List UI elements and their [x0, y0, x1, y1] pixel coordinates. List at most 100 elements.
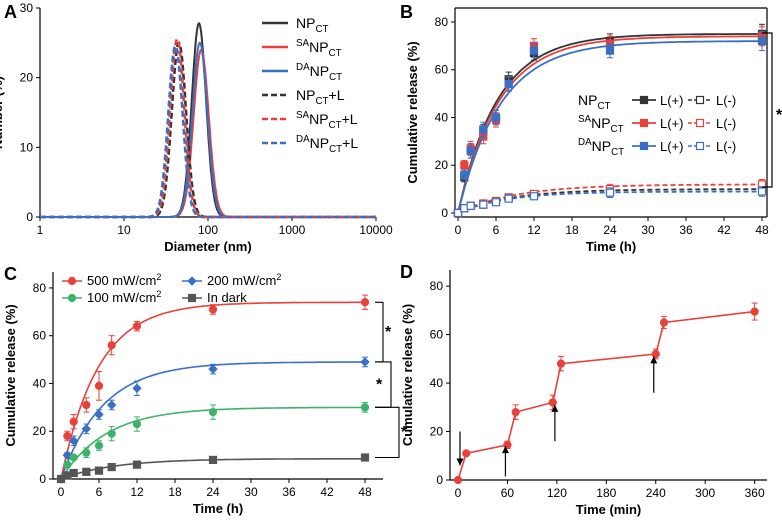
- y-tick-label: 0: [39, 472, 46, 486]
- data-point: [462, 449, 471, 458]
- x-tick-label: 12: [130, 485, 144, 499]
- legend-label: DANPCT+L: [296, 134, 358, 155]
- y-tick-label: 20: [20, 71, 34, 85]
- legend-marker: [639, 141, 649, 151]
- legend-marker: [187, 276, 197, 286]
- data-point: [651, 349, 660, 359]
- data-point: [360, 453, 370, 462]
- data-point: [132, 322, 142, 331]
- panel-label: D: [400, 262, 413, 282]
- y-tick-label: 40: [435, 110, 449, 124]
- x-tick-label: 48: [358, 485, 372, 499]
- legend-label: L(+): [660, 139, 683, 154]
- data-point: [81, 424, 92, 434]
- data-point: [548, 398, 557, 407]
- light-arrow-head: [501, 446, 509, 454]
- x-axis-label: Diameter (nm): [164, 239, 251, 254]
- data-point: [750, 307, 759, 316]
- x-axis-label: Time (min): [576, 502, 642, 517]
- x-axis-label: Time (h): [193, 501, 243, 516]
- data-point: [62, 450, 73, 460]
- y-tick-label: 0: [26, 210, 33, 224]
- x-tick-label: 1000: [279, 223, 306, 237]
- data-point: [107, 341, 116, 350]
- legend-marker: [639, 118, 649, 128]
- x-tick-label: 0: [455, 486, 462, 500]
- legend-marker: [695, 118, 705, 128]
- data-point: [94, 409, 104, 420]
- data-point: [529, 46, 539, 55]
- legend-label: L(-): [716, 116, 736, 131]
- data-point: [63, 431, 72, 441]
- y-axis-label: Cumulative release (%): [400, 304, 415, 446]
- data-point: [453, 208, 463, 218]
- y-tick-label: 40: [430, 376, 444, 390]
- x-tick-label: 10: [117, 223, 131, 237]
- x-tick-label: 6: [493, 223, 500, 237]
- data-point: [460, 161, 469, 170]
- legend-label: SANPCT: [578, 114, 624, 135]
- x-tick-label: 30: [641, 223, 655, 237]
- x-tick-label: 36: [282, 485, 296, 499]
- panel-b: 0 20 40 60 80 0 6 12 18 24 30 36 42 48 Time (h) Cumulat…: [400, 2, 782, 254]
- x-tick-label: 6: [96, 485, 103, 499]
- legend-label: In dark: [207, 290, 247, 305]
- data-point: [107, 462, 116, 472]
- significance-bracket: [375, 406, 400, 459]
- data-point: [511, 408, 520, 417]
- data-point: [69, 417, 78, 426]
- significance-star: *: [376, 376, 383, 393]
- y-tick-label: 80: [430, 279, 444, 293]
- x-tick-label: 36: [679, 223, 693, 237]
- data-point: [504, 194, 513, 203]
- data-point: [453, 475, 463, 485]
- x-tick-label: 60: [501, 486, 515, 500]
- light-arrow-head: [650, 356, 658, 364]
- light-arrow-head: [456, 458, 464, 466]
- legend-label: DANPCT: [578, 137, 624, 158]
- y-tick-label: 60: [33, 329, 47, 343]
- y-tick-label: 60: [435, 63, 449, 77]
- fit-curve: [60, 301, 365, 480]
- data-point: [94, 381, 104, 390]
- data-point: [479, 125, 488, 134]
- x-tick-label: 30: [244, 485, 258, 499]
- significance-bracket: [375, 301, 384, 363]
- data-point: [757, 36, 767, 46]
- data-point: [69, 453, 78, 462]
- data-point: [360, 298, 370, 307]
- series-line: [457, 310, 755, 481]
- x-tick-label: 24: [206, 485, 220, 499]
- data-point: [491, 198, 501, 207]
- data-point: [94, 441, 104, 450]
- data-point: [466, 201, 475, 210]
- data-point: [529, 192, 539, 201]
- legend-label: L(+): [660, 93, 683, 108]
- legend-label: 200 mW/cm2: [207, 272, 281, 288]
- data-point: [82, 448, 91, 457]
- y-tick-label: 0: [441, 206, 448, 220]
- legend-label: 500 mW/cm2: [87, 272, 161, 288]
- x-tick-label: 42: [320, 485, 334, 499]
- legend-label: NPCT+L: [296, 87, 345, 107]
- y-tick-label: 60: [430, 328, 444, 342]
- light-arrow-head: [551, 404, 559, 412]
- legend-marker: [67, 276, 77, 286]
- x-tick-label: 120: [547, 486, 567, 500]
- x-tick-label: 240: [646, 486, 666, 500]
- x-tick-label: 42: [717, 223, 731, 237]
- legend-marker: [695, 141, 705, 151]
- legend-marker: [187, 293, 197, 303]
- y-axis-label: Cumulative release (%): [405, 41, 420, 183]
- data-point: [63, 460, 72, 469]
- y-tick-label: 0: [436, 473, 443, 487]
- data-point: [460, 170, 469, 179]
- legend-label: 100 mW/cm2: [87, 289, 161, 305]
- legend-label: NPCT: [296, 15, 329, 35]
- x-axis-label: Time (h): [586, 239, 636, 254]
- panel-d: 0 20 40 60 80 0 60 120 180 240 300 360 Time (min) Cum…: [400, 262, 767, 517]
- legend-marker: [67, 293, 77, 303]
- data-point: [491, 113, 501, 122]
- data-point: [208, 364, 218, 374]
